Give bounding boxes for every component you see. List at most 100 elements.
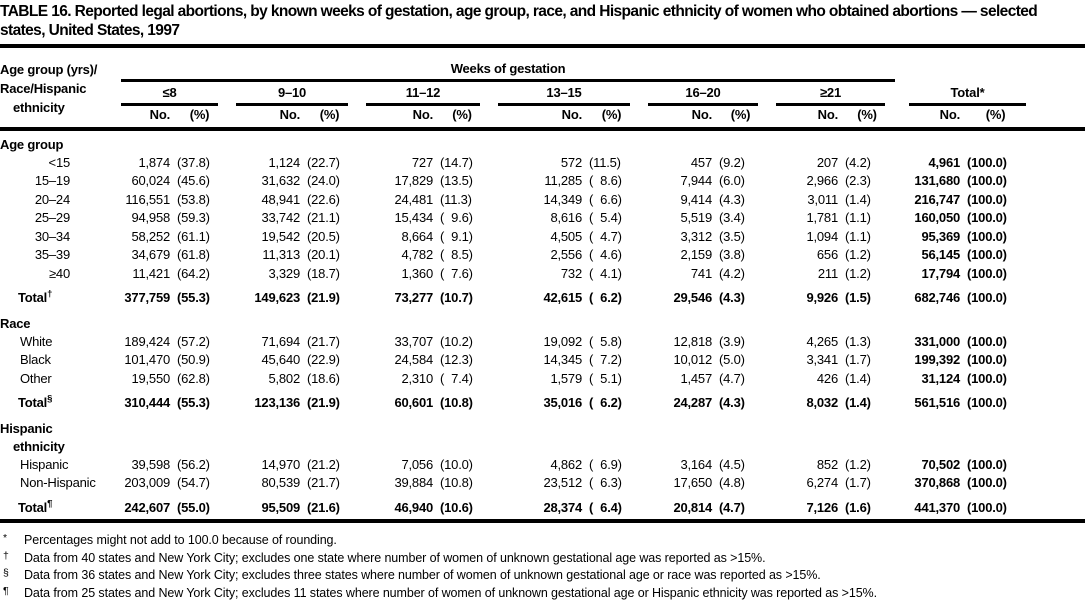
row-label: White xyxy=(0,333,113,352)
cell-no: 377,759 xyxy=(113,283,171,310)
cell-pct: (61.8) xyxy=(171,246,228,265)
section-heading-line: Race xyxy=(0,315,1085,333)
pct-column-header: (%) xyxy=(301,106,358,129)
no-column-header: No. xyxy=(113,106,171,129)
cell-no: 20,814 xyxy=(640,493,713,522)
cell-pct: (100.0) xyxy=(961,370,1030,389)
cell-pct: (4.5) xyxy=(713,456,768,475)
pct-column-header: (%) xyxy=(434,106,490,129)
group-header-4: 13–15 xyxy=(490,82,640,107)
cell-no: 116,551 xyxy=(113,191,171,210)
spacer-cell xyxy=(1030,106,1085,129)
cell-pct: (18.6) xyxy=(301,370,358,389)
cell-pct: (54.7) xyxy=(171,474,228,493)
cell-pct: (4.3) xyxy=(713,388,768,415)
cell-no: 4,505 xyxy=(490,228,583,247)
pct-column-header: (%) xyxy=(171,106,228,129)
cell-no: 9,414 xyxy=(640,191,713,210)
group-header-label: 11–12 xyxy=(366,84,480,107)
cell-pct: (2.3) xyxy=(839,172,895,191)
cell-pct: ( 6.9) xyxy=(583,456,640,475)
cell-pct: (10.0) xyxy=(434,456,490,475)
footnote-text: Data from 36 states and New York City; e… xyxy=(24,568,821,582)
cell-no: 14,970 xyxy=(228,456,301,475)
cell-no: 2,159 xyxy=(640,246,713,265)
cell-pct: (11.3) xyxy=(434,191,490,210)
spacer-cell xyxy=(1030,283,1085,310)
section-heading-row: Age group xyxy=(0,129,1085,154)
cell-pct: (57.2) xyxy=(171,333,228,352)
cell-pct: (100.0) xyxy=(961,333,1030,352)
cell-no: 73,277 xyxy=(358,283,434,310)
cell-no: 1,124 xyxy=(228,154,301,173)
cell-no: 48,941 xyxy=(228,191,301,210)
group-header-label: ≥21 xyxy=(776,84,885,107)
right-margin-spacer xyxy=(1030,58,1085,82)
column-subheader-row: No.(%)No.(%)No.(%)No.(%)No.(%)No.(%)No.(… xyxy=(0,106,1085,129)
cell-pct: (100.0) xyxy=(961,154,1030,173)
cell-no: 95,369 xyxy=(895,228,961,247)
cell-no: 4,265 xyxy=(768,333,839,352)
cell-no: 1,579 xyxy=(490,370,583,389)
cell-no: 60,024 xyxy=(113,172,171,191)
cell-pct: (9.2) xyxy=(713,154,768,173)
total-label: Total¶ xyxy=(0,493,113,522)
total-footnote-marker: § xyxy=(47,394,52,405)
spacer-cell xyxy=(1030,172,1085,191)
footnote-item: †Data from 40 states and New York City; … xyxy=(0,550,1085,568)
cell-pct: (4.2) xyxy=(839,154,895,173)
cell-pct: ( 6.3) xyxy=(583,474,640,493)
cell-pct: (18.7) xyxy=(301,265,358,284)
cell-pct: (11.5) xyxy=(583,154,640,173)
cell-no: 4,782 xyxy=(358,246,434,265)
cell-no: 56,145 xyxy=(895,246,961,265)
cell-no: 29,546 xyxy=(640,283,713,310)
pct-column-header: (%) xyxy=(713,106,768,129)
cell-pct: ( 8.6) xyxy=(583,172,640,191)
cell-pct: (1.1) xyxy=(839,228,895,247)
spacer-cell xyxy=(1030,228,1085,247)
cell-no: 370,868 xyxy=(895,474,961,493)
cell-no: 101,470 xyxy=(113,351,171,370)
cell-pct: (21.6) xyxy=(301,493,358,522)
cell-pct: (55.0) xyxy=(171,493,228,522)
total-row: Total¶242,607(55.0)95,509(21.6)46,940(10… xyxy=(0,493,1085,522)
cell-pct: (3.9) xyxy=(713,333,768,352)
row-label: 15–19 xyxy=(0,172,113,191)
footnote-marker: * xyxy=(3,530,7,548)
cell-no: 95,509 xyxy=(228,493,301,522)
cell-pct: (10.8) xyxy=(434,474,490,493)
cell-pct: (21.7) xyxy=(301,474,358,493)
cell-no: 189,424 xyxy=(113,333,171,352)
cell-pct: (100.0) xyxy=(961,474,1030,493)
cell-no: 17,794 xyxy=(895,265,961,284)
cell-pct: (37.8) xyxy=(171,154,228,173)
cell-no: 1,094 xyxy=(768,228,839,247)
pct-column-header: (%) xyxy=(839,106,895,129)
cell-no: 732 xyxy=(490,265,583,284)
cell-no: 31,124 xyxy=(895,370,961,389)
cell-no: 80,539 xyxy=(228,474,301,493)
cell-pct: ( 4.1) xyxy=(583,265,640,284)
cell-no: 149,623 xyxy=(228,283,301,310)
cell-no: 4,961 xyxy=(895,154,961,173)
cell-pct: (100.0) xyxy=(961,456,1030,475)
cell-pct: (45.6) xyxy=(171,172,228,191)
total-group-label: Total* xyxy=(909,84,1026,107)
no-column-header: No. xyxy=(895,106,961,129)
spacer-cell xyxy=(1030,333,1085,352)
cell-no: 310,444 xyxy=(113,388,171,415)
cell-pct: (10.8) xyxy=(434,388,490,415)
group-header-label: 13–15 xyxy=(498,84,630,107)
cell-pct: (50.9) xyxy=(171,351,228,370)
cell-pct: (56.2) xyxy=(171,456,228,475)
no-column-header: No. xyxy=(358,106,434,129)
cell-no: 94,958 xyxy=(113,209,171,228)
cell-pct: (61.1) xyxy=(171,228,228,247)
total-label: Total† xyxy=(0,283,113,310)
cell-no: 207 xyxy=(768,154,839,173)
